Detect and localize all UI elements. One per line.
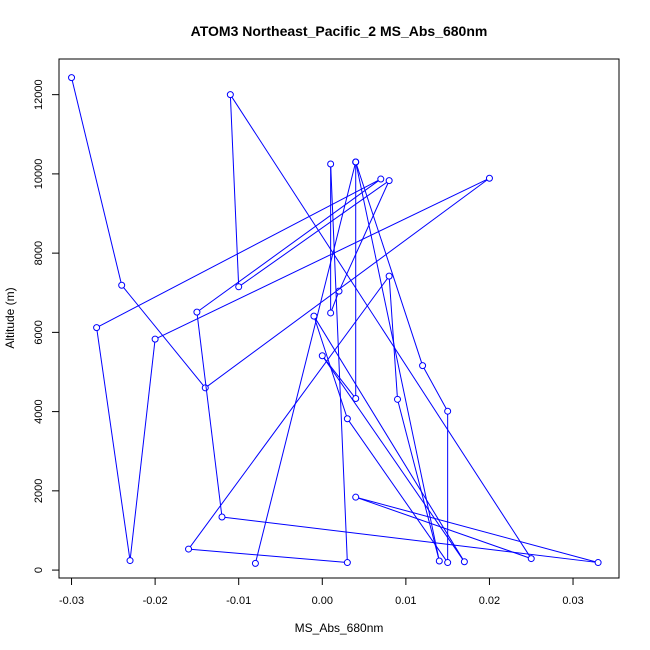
series-segment	[323, 357, 355, 397]
series-segment	[397, 402, 440, 559]
series-segment	[330, 166, 348, 560]
data-point	[235, 283, 243, 291]
y-axis: 0 2000 4000 6000 8000 10000 12000	[33, 79, 60, 573]
data-point	[251, 559, 259, 567]
y-tick-label: 12000	[33, 79, 45, 110]
plot-frame	[58, 58, 620, 579]
x-axis: -0.03 -0.02 -0.01 0.00 0.01 0.02 0.03	[59, 577, 584, 607]
data-point	[310, 312, 318, 320]
x-tick-label: -0.03	[59, 595, 84, 607]
series-segment	[358, 497, 596, 563]
data-point	[335, 287, 343, 295]
series-segment	[240, 181, 387, 286]
data-point	[126, 557, 134, 565]
series-segment	[191, 548, 345, 563]
data-point	[68, 74, 76, 82]
data-point	[352, 158, 360, 166]
series-segment	[423, 368, 447, 409]
series-segment	[157, 179, 487, 339]
series-segment	[315, 318, 464, 560]
series-segment	[129, 342, 156, 558]
series-segment	[207, 179, 488, 387]
chart-title: ATOM3 Northeast_Pacific_2 MS_Abs_680nm	[191, 23, 488, 39]
series-segment	[255, 164, 356, 561]
data-point	[93, 324, 101, 332]
x-tick-label: -0.02	[143, 595, 168, 607]
data-point	[318, 352, 326, 360]
data-point	[218, 513, 226, 521]
data-point	[343, 559, 351, 567]
data-point	[594, 559, 602, 567]
series-segment	[123, 287, 204, 386]
x-tick-label: 0.02	[479, 595, 500, 607]
data-point	[444, 559, 452, 567]
x-tick-label: 0.03	[562, 595, 583, 607]
y-tick-label: 8000	[33, 241, 45, 265]
series-segment	[355, 164, 440, 559]
series-segment	[199, 180, 379, 311]
data-point	[385, 272, 393, 280]
y-tick-label: 4000	[33, 399, 45, 423]
data-point	[352, 395, 360, 403]
series-segment	[388, 279, 398, 397]
data-point	[343, 415, 351, 423]
data-point	[419, 362, 427, 370]
data-point	[327, 309, 335, 317]
data-point	[527, 555, 535, 563]
data-point	[377, 175, 385, 183]
series-segment	[96, 330, 131, 558]
series-segment	[99, 179, 379, 327]
data-point	[485, 174, 493, 182]
data-point	[118, 281, 126, 289]
data-point	[185, 545, 193, 553]
data-point	[460, 558, 468, 566]
y-tick-label: 6000	[33, 320, 45, 344]
series-segment	[348, 420, 447, 561]
series-segment	[339, 183, 389, 289]
x-tick-label: -0.01	[226, 595, 251, 607]
data-point	[327, 160, 335, 168]
data-point	[435, 557, 443, 565]
data-point	[193, 308, 201, 316]
series-segment	[224, 516, 596, 563]
y-tick-label: 0	[33, 567, 45, 573]
series-segment	[231, 96, 531, 557]
data-point	[352, 493, 360, 501]
data-point	[444, 407, 452, 415]
data-point	[385, 177, 393, 185]
y-axis-label: Altitude (m)	[3, 287, 17, 348]
series-segment	[331, 293, 339, 311]
x-tick-label: 0.00	[312, 595, 333, 607]
series-segment	[196, 315, 223, 515]
data-point	[226, 91, 234, 99]
series-segment	[323, 357, 464, 560]
data-point	[394, 395, 402, 403]
y-tick-label: 2000	[33, 479, 45, 503]
series-segment	[314, 318, 347, 417]
series-segment	[189, 278, 388, 547]
series-segment	[229, 97, 240, 284]
data-point	[201, 384, 209, 392]
x-axis-label: MS_Abs_680nm	[295, 621, 384, 635]
data-point	[151, 335, 159, 343]
series-segment	[71, 80, 122, 283]
series-layer	[68, 74, 602, 567]
x-tick-label: 0.01	[395, 595, 416, 607]
y-tick-label: 10000	[33, 159, 45, 190]
series-segment	[356, 164, 423, 363]
